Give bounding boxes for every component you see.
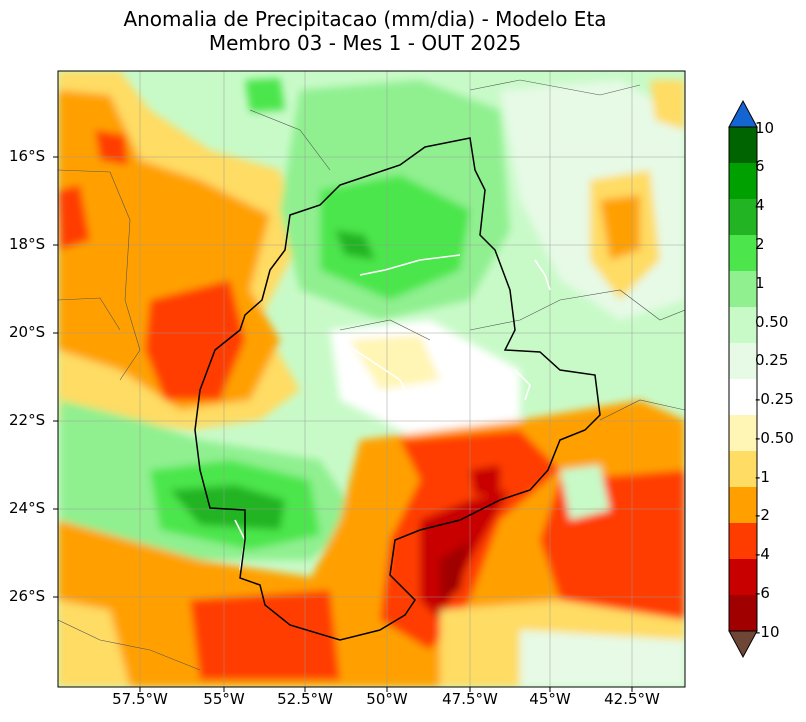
colorbar-label-1: 1	[755, 274, 765, 292]
field-inland-darkred	[470, 465, 500, 495]
colorbar-label-neg-6: -6	[755, 584, 770, 602]
colorbar-label-4: 4	[755, 196, 765, 214]
colorbar-label-neg-1: -1	[755, 468, 770, 486]
field-coast-deepred	[440, 540, 470, 600]
field-ocean-red	[540, 470, 685, 620]
colorbar	[728, 99, 758, 659]
colorbar-segment	[729, 595, 757, 632]
colorbar-segment	[729, 163, 757, 200]
colorbar-over-arrow	[728, 99, 758, 128]
colorbar-segment	[729, 235, 757, 272]
field-far-west-red	[58, 185, 90, 250]
lon-label-42-5w: 42.5°W	[604, 690, 660, 708]
graticule	[58, 71, 685, 687]
colorbar-segment	[729, 343, 757, 380]
colorbar-label-neg-0-25: -0.25	[755, 390, 794, 408]
field-northeast-orange	[600, 195, 640, 260]
colorbar-segment	[729, 487, 757, 524]
lon-label-45w: 45°W	[529, 690, 571, 708]
colorbar-segment	[729, 523, 757, 560]
field-west-red	[145, 280, 245, 400]
colorbar-label-0-50: 0.50	[755, 313, 789, 331]
field-patch-yellow-1	[650, 80, 685, 130]
lat-label-26s: 26°S	[9, 587, 46, 605]
field-north-green	[320, 175, 470, 300]
map-field	[58, 71, 685, 687]
colorbar-label-neg-4: -4	[755, 545, 770, 563]
colorbar-label-0-25: 0.25	[755, 351, 789, 369]
lat-label-24s: 24°S	[9, 499, 46, 517]
lat-label-16s: 16°S	[9, 147, 46, 165]
field-center-yellow	[350, 335, 440, 390]
colorbar-segment	[729, 559, 757, 596]
colorbar-segment	[729, 379, 757, 416]
field-ocean-pale	[520, 630, 685, 687]
field-northwest-red	[95, 130, 128, 165]
colorbar-label-2: 2	[755, 235, 765, 253]
lat-label-18s: 18°S	[9, 235, 46, 253]
colorbar-under-arrow	[728, 630, 758, 659]
colorbar-segment	[729, 415, 757, 452]
colorbar-label-10: 10	[755, 119, 775, 137]
axis-ticks	[53, 156, 633, 692]
colorbar-segment	[729, 271, 757, 308]
colorbar-segment	[729, 307, 757, 344]
basin-outline	[194, 137, 601, 641]
map-frame	[57, 70, 686, 688]
lon-label-55w: 55°W	[203, 690, 245, 708]
lon-label-50w: 50°W	[366, 690, 408, 708]
map-title-line-2: Membro 03 - Mes 1 - OUT 2025	[208, 31, 522, 55]
colorbar-segment	[729, 127, 757, 164]
map-title-line-1: Anomalia de Precipitacao (mm/dia) - Mode…	[123, 7, 607, 31]
colorbar-segment	[729, 199, 757, 236]
lat-label-22s: 22°S	[9, 411, 46, 429]
colorbar-label-neg-10: -10	[755, 623, 780, 641]
colorbar-segment	[729, 451, 757, 488]
field-coast-green	[560, 465, 610, 520]
lat-label-20s: 20°S	[9, 323, 46, 341]
state-boundaries	[58, 79, 685, 671]
lon-label-47-5w: 47.5°W	[442, 690, 498, 708]
field-south-darkgreen	[170, 485, 285, 530]
colorbar-label-neg-0-50: -0.50	[755, 429, 794, 447]
colorbar-label-6: 6	[755, 157, 765, 175]
field-southwest-yellow	[58, 600, 130, 687]
field-patch-green-1	[245, 78, 285, 112]
colorbar-frame	[728, 126, 758, 632]
colorbar-label-neg-2: -2	[755, 506, 770, 524]
field-southwest-red	[190, 590, 340, 680]
lon-label-57-5w: 57.5°W	[112, 690, 168, 708]
lon-label-52-5w: 52.5°W	[277, 690, 333, 708]
